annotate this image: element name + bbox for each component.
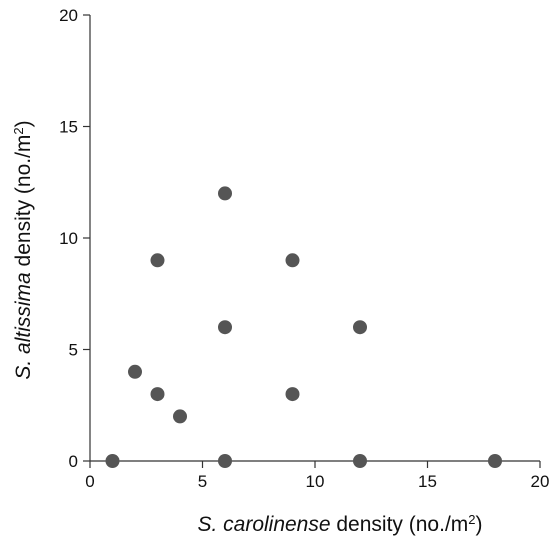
y-ticks: 0 5 10 15 20 — [59, 6, 90, 471]
data-point — [353, 320, 367, 335]
data-point — [218, 454, 232, 468]
x-tick-label: 0 — [85, 472, 94, 491]
data-point — [105, 454, 120, 468]
y-axis-title-italic: S. altissima — [12, 272, 35, 379]
y-axis-title-close: ) — [12, 120, 35, 127]
data-point — [353, 454, 367, 468]
x-tick-label: 5 — [198, 472, 207, 491]
data-point — [285, 387, 300, 402]
data-point — [218, 186, 232, 201]
y-tick-label: 5 — [69, 341, 78, 360]
x-ticks: 0 5 10 15 20 — [85, 461, 549, 491]
x-tick-label: 10 — [306, 472, 325, 491]
x-axis-title-sup: 2 — [468, 512, 475, 527]
x-axis-title-rest: density (no./m — [331, 513, 469, 536]
y-tick-label: 20 — [59, 6, 78, 25]
y-tick-label: 10 — [59, 229, 78, 248]
data-point — [488, 454, 502, 468]
data-point — [285, 253, 300, 268]
data-point — [150, 253, 165, 268]
x-axis-title: S. carolinense density (no./m2) — [197, 512, 482, 537]
x-tick-label: 15 — [418, 472, 437, 491]
y-tick-label: 15 — [59, 118, 78, 137]
data-point — [218, 320, 232, 335]
x-axis-title-close: ) — [476, 513, 483, 536]
y-axis-title-rest: density (no./m — [12, 135, 35, 273]
data-point — [173, 409, 187, 424]
y-axis-title: S. altissima density (no./m2) — [11, 120, 36, 379]
data-point — [150, 387, 165, 402]
x-tick-label: 20 — [531, 472, 550, 491]
y-tick-label: 0 — [69, 452, 78, 471]
x-axis-title-italic: S. carolinense — [197, 513, 330, 536]
data-points — [105, 186, 502, 468]
y-axis-title-sup: 2 — [11, 127, 26, 134]
data-point — [128, 364, 142, 379]
